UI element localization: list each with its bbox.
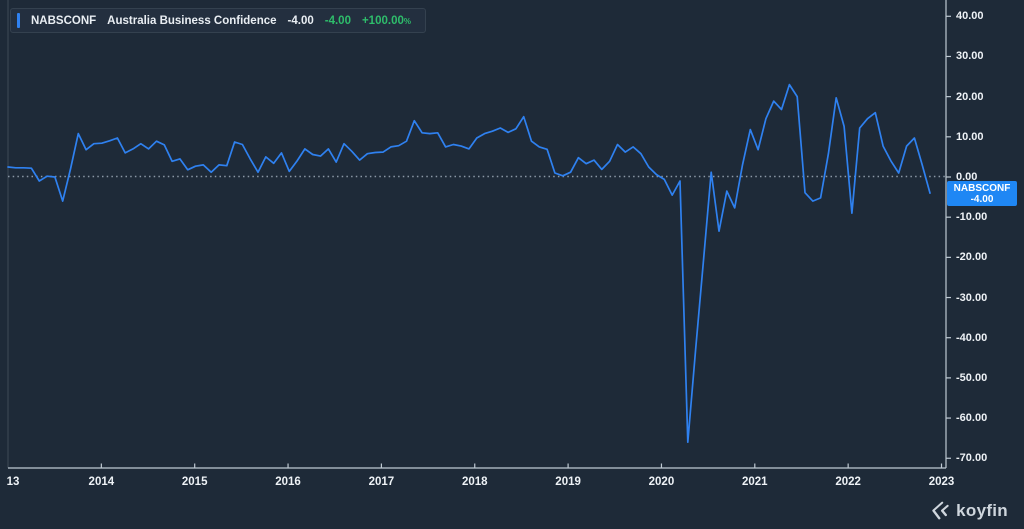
y-axis-label: -20.00 xyxy=(956,251,988,264)
y-axis-label: -10.00 xyxy=(956,211,988,224)
legend-change: -4.00 xyxy=(324,14,351,27)
x-axis-label: 2018 xyxy=(461,476,488,488)
y-axis-label: 30.00 xyxy=(956,50,984,63)
y-axis-label: -30.00 xyxy=(956,291,988,304)
y-axis-label: 0.00 xyxy=(956,171,978,183)
x-axis-label: 2020 xyxy=(648,476,675,488)
nabsconf-line[interactable] xyxy=(7,83,931,444)
y-axis-label: 20.00 xyxy=(956,90,984,103)
koyfin-logo-text: koyfin xyxy=(956,501,1008,520)
x-axis-label: 2014 xyxy=(88,476,115,488)
x-axis-label: 13 xyxy=(6,476,20,488)
series-color-bar xyxy=(17,13,20,28)
y-axis-label: -60.00 xyxy=(956,412,988,425)
koyfin-branding: koyfin xyxy=(927,500,1008,522)
y-axis-label: 40.00 xyxy=(956,10,984,23)
badge-value: -4.00 xyxy=(970,193,994,205)
y-axis-label: -50.00 xyxy=(956,371,988,384)
x-axis-label: 2015 xyxy=(181,476,208,488)
x-axis-label: 2023 xyxy=(928,476,955,488)
legend-ticker: NABSCONF xyxy=(31,14,97,27)
y-axis-label: 10.00 xyxy=(956,130,984,143)
x-axis-label: 2022 xyxy=(835,476,861,488)
legend-last-value: -4.00 xyxy=(287,14,314,27)
x-axis-label: 2019 xyxy=(555,476,581,488)
last-price-badge[interactable]: NABSCONF -4.00 xyxy=(947,181,1017,206)
y-axis-label: -40.00 xyxy=(956,331,988,344)
percent-sign: % xyxy=(403,16,411,26)
koyfin-logo-icon xyxy=(932,501,949,520)
x-axis-label: 2017 xyxy=(368,476,395,488)
badge-ticker: NABSCONF xyxy=(953,182,1011,194)
x-axis-label: 2021 xyxy=(742,476,768,488)
y-axis-label: -70.00 xyxy=(956,452,988,465)
legend-series-name: Australia Business Confidence xyxy=(107,14,277,27)
x-axis-label: 2016 xyxy=(275,476,301,488)
legend-change-pct: +100.00% xyxy=(361,14,411,27)
series-legend[interactable]: NABSCONF Australia Business Confidence -… xyxy=(10,8,426,33)
